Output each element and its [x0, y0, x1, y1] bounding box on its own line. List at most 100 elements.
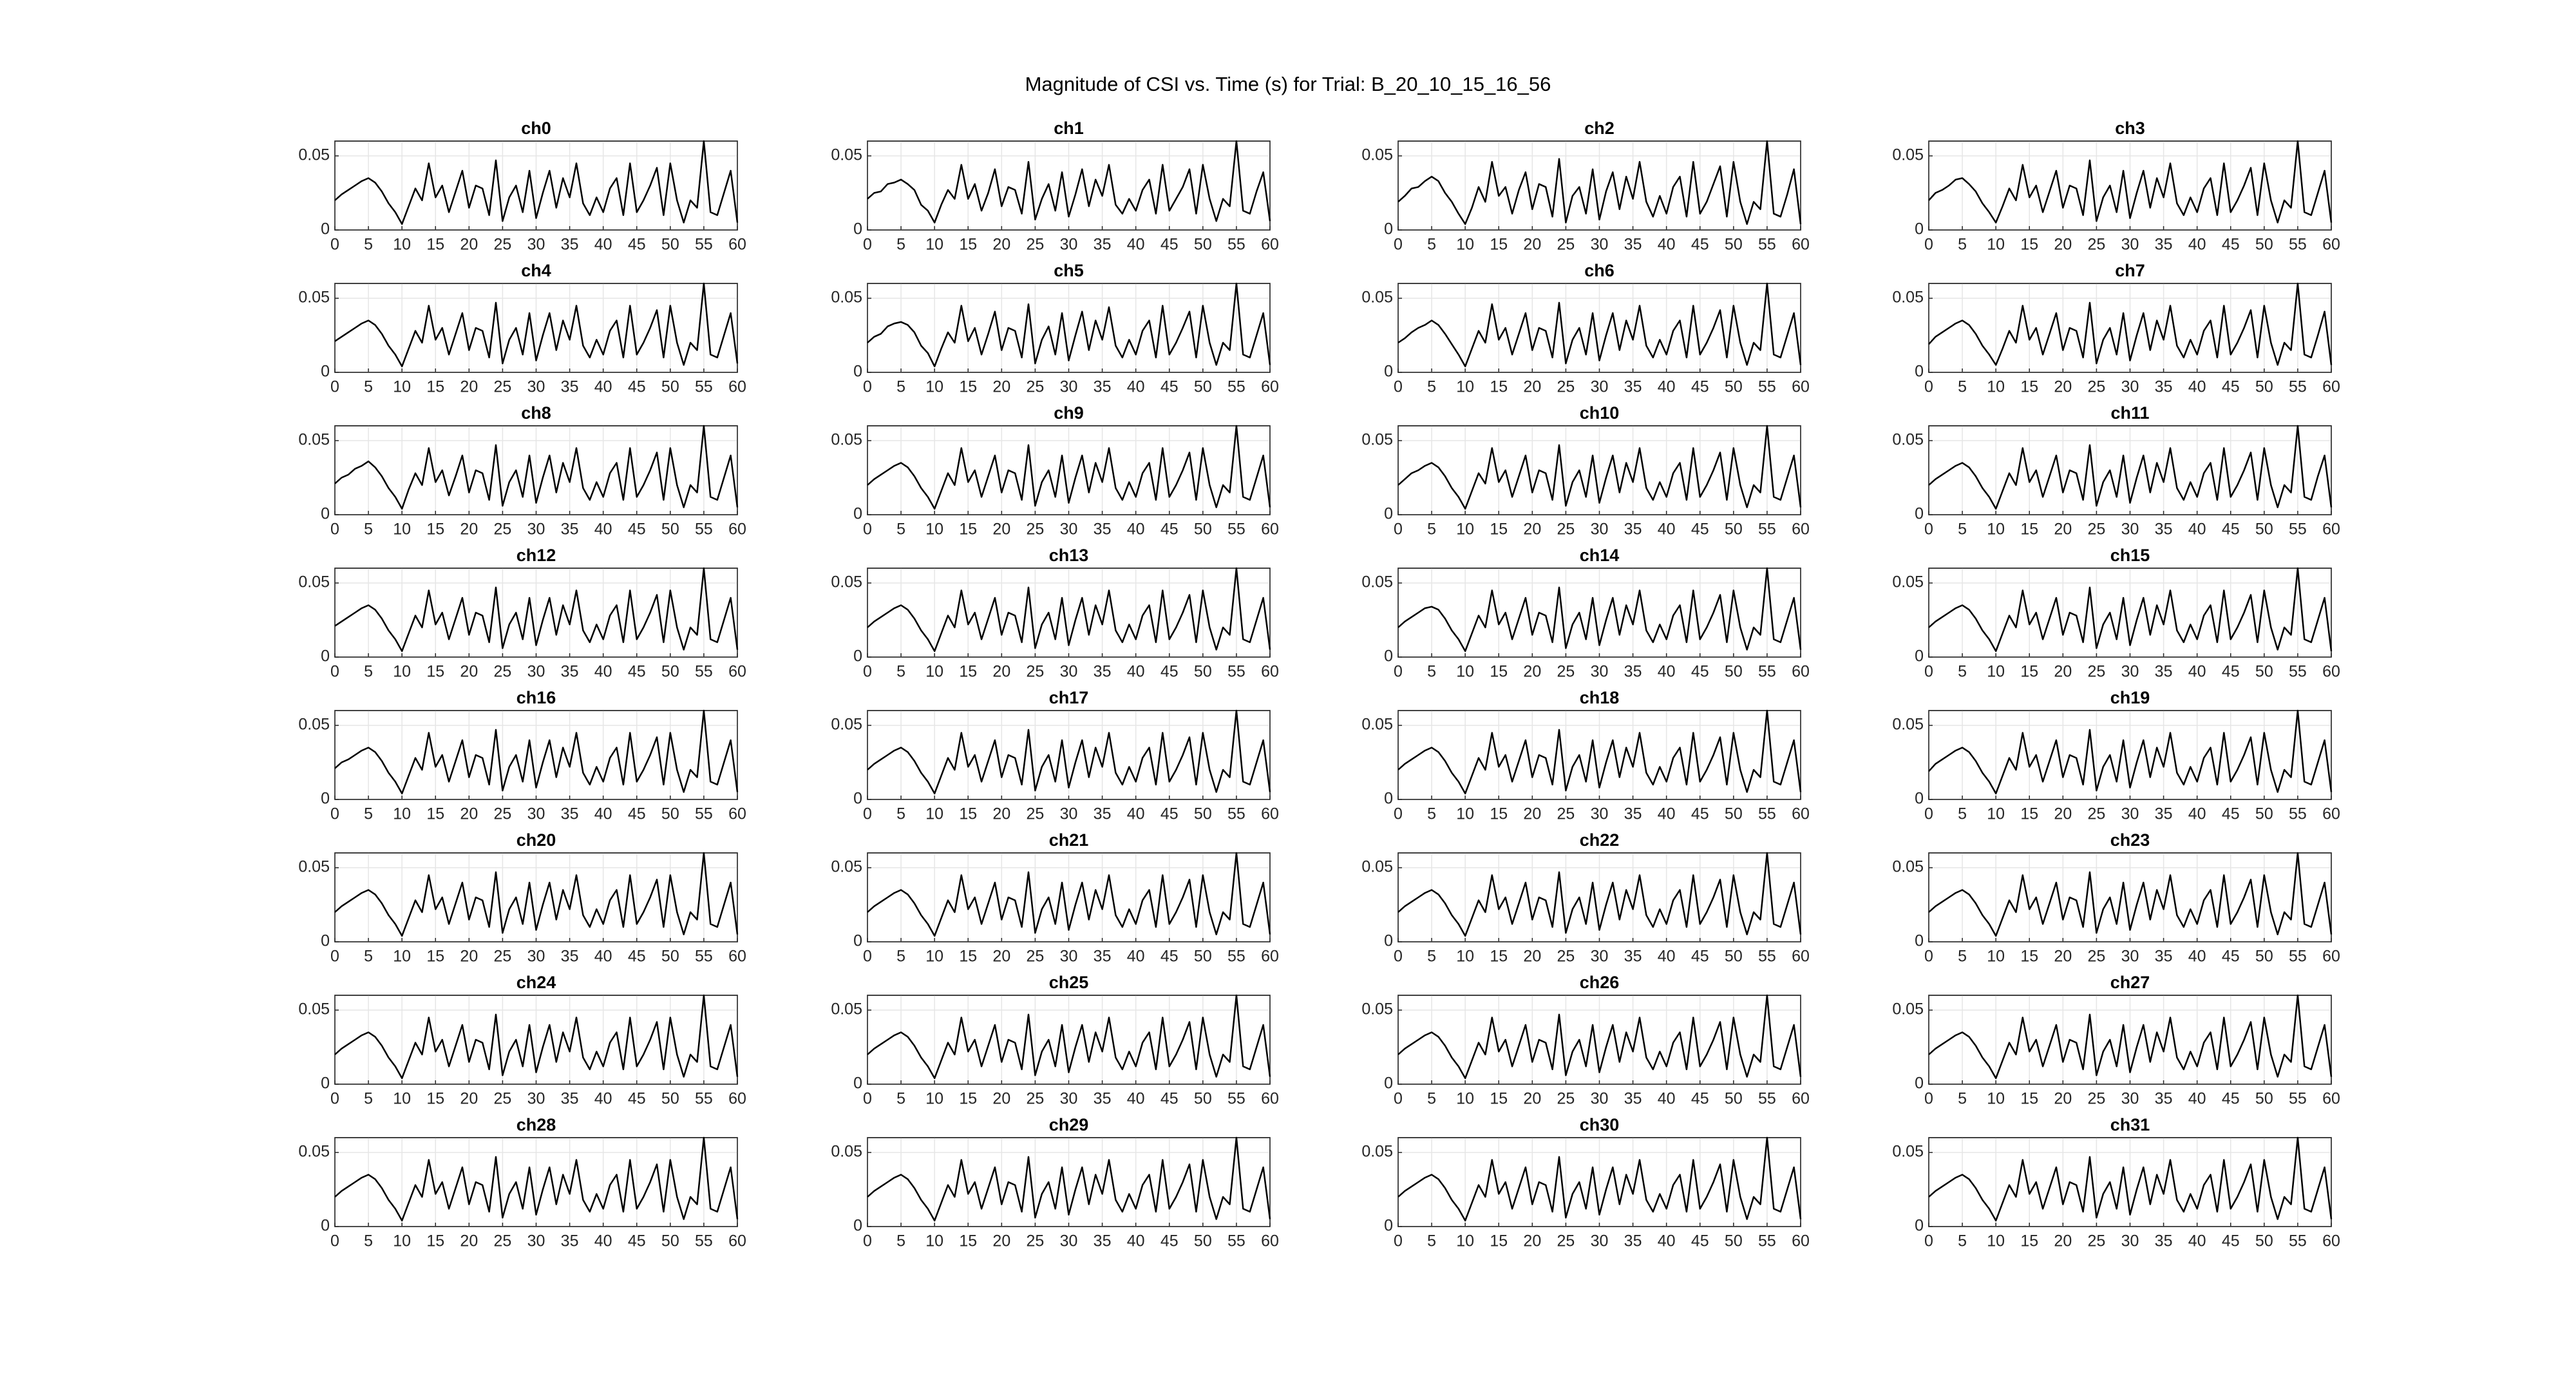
y-tick-label: 0 [321, 1075, 330, 1093]
panel-title: ch29 [1049, 1115, 1089, 1134]
x-tick-label: 50 [2255, 236, 2273, 254]
x-tick-label: 45 [1160, 663, 1179, 681]
y-tick-label: 0 [1915, 505, 1924, 523]
series-line [1928, 282, 2333, 366]
x-tick-label: 5 [1427, 236, 1436, 254]
plot-frame [1928, 568, 2332, 658]
x-tick-label: 45 [2222, 805, 2240, 823]
panel-title: ch26 [1580, 973, 1620, 992]
x-tick-label: 55 [1227, 521, 1245, 539]
x-tick-label: 60 [1261, 663, 1279, 681]
x-tick-label: 35 [1624, 663, 1642, 681]
x-tick-label: 20 [992, 805, 1010, 823]
x-tick-label: 35 [1094, 1090, 1112, 1108]
x-tick-label: 10 [393, 521, 411, 539]
x-tick-label: 30 [1591, 378, 1609, 396]
x-tick-label: 35 [561, 663, 579, 681]
x-tick-label: 0 [330, 1232, 339, 1250]
x-tick-label: 60 [728, 521, 746, 539]
x-tick-label: 5 [364, 236, 373, 254]
x-tick-label: 55 [1758, 1090, 1776, 1108]
x-tick-label: 60 [1792, 1090, 1810, 1108]
x-tick-label: 45 [1160, 1232, 1179, 1250]
x-tick-label: 15 [426, 1232, 444, 1250]
x-tick-label: 40 [1658, 948, 1676, 966]
x-tick-label: 50 [1725, 378, 1743, 396]
x-tick-label: 55 [695, 378, 713, 396]
x-tick-label: 10 [393, 663, 411, 681]
series-line [867, 1136, 1271, 1222]
x-tick-label: 50 [1725, 948, 1743, 966]
x-tick-label: 15 [426, 948, 444, 966]
x-tick-label: 60 [1261, 378, 1279, 396]
panel-title: ch1 [1054, 119, 1084, 138]
x-tick-label: 15 [959, 378, 977, 396]
x-tick-label: 55 [2289, 1090, 2307, 1108]
x-tick-label: 20 [992, 1090, 1010, 1108]
x-tick-label: 0 [1924, 1232, 1933, 1250]
x-tick-label: 40 [2188, 1090, 2206, 1108]
x-tick-label: 15 [426, 805, 444, 823]
x-tick-label: 30 [1060, 948, 1078, 966]
x-tick-label: 25 [1027, 521, 1045, 539]
x-tick-label: 40 [1658, 1232, 1676, 1250]
x-tick-label: 35 [2155, 378, 2173, 396]
x-tick-label: 15 [959, 805, 977, 823]
plot-frame [334, 1137, 738, 1227]
y-tick-label: 0 [853, 505, 862, 523]
y-tick-label: 0 [1915, 1217, 1924, 1235]
series-line [1928, 994, 2333, 1080]
x-tick-label: 30 [527, 378, 545, 396]
x-tick-label: 45 [1160, 948, 1179, 966]
x-tick-label: 0 [330, 236, 339, 254]
x-tick-label: 30 [1591, 521, 1609, 539]
x-tick-label: 45 [1160, 1090, 1179, 1108]
x-tick-label: 30 [1060, 1090, 1078, 1108]
x-tick-label: 25 [1557, 1090, 1575, 1108]
x-tick-label: 30 [527, 521, 545, 539]
x-tick-label: 5 [896, 236, 905, 254]
x-tick-label: 20 [460, 1090, 478, 1108]
x-tick-label: 30 [527, 663, 545, 681]
x-tick-label: 25 [494, 1232, 512, 1250]
x-tick-label: 5 [1427, 1232, 1436, 1250]
x-tick-label: 45 [1160, 805, 1179, 823]
series-line [867, 994, 1271, 1080]
x-tick-label: 50 [1725, 1090, 1743, 1108]
x-tick-label: 25 [2088, 236, 2106, 254]
series-line [1397, 140, 1802, 225]
x-tick-label: 55 [2289, 805, 2307, 823]
x-tick-label: 30 [1060, 805, 1078, 823]
x-tick-label: 30 [527, 236, 545, 254]
x-tick-label: 5 [1427, 663, 1436, 681]
x-tick-label: 10 [1987, 948, 2005, 966]
series-line [334, 852, 739, 937]
y-tick-label: 0 [1384, 363, 1393, 381]
x-tick-label: 30 [2121, 1090, 2139, 1108]
x-tick-label: 45 [2222, 1090, 2240, 1108]
x-tick-label: 35 [561, 1232, 579, 1250]
x-tick-label: 45 [1160, 521, 1179, 539]
x-tick-label: 0 [1924, 236, 1933, 254]
panel-title: ch30 [1580, 1115, 1620, 1134]
plot-frame [867, 140, 1271, 231]
y-tick-label: 0 [1384, 220, 1393, 238]
x-tick-label: 50 [1194, 1232, 1212, 1250]
x-tick-label: 40 [594, 948, 612, 966]
x-tick-label: 50 [661, 805, 679, 823]
y-tick-label: 0.05 [298, 1000, 330, 1018]
series-line [334, 140, 739, 225]
x-tick-label: 50 [1725, 521, 1743, 539]
x-tick-label: 60 [1261, 948, 1279, 966]
x-tick-label: 35 [1624, 378, 1642, 396]
y-tick-label: 0.05 [1892, 1143, 1924, 1161]
x-tick-label: 5 [1427, 805, 1436, 823]
x-tick-label: 30 [1591, 663, 1609, 681]
x-tick-label: 10 [1456, 948, 1474, 966]
x-tick-label: 25 [494, 1090, 512, 1108]
plot-frame [1928, 140, 2332, 231]
y-tick-label: 0.05 [298, 146, 330, 164]
x-tick-label: 50 [1194, 948, 1212, 966]
series-line [1397, 709, 1802, 795]
panel-title: ch3 [2115, 119, 2145, 138]
